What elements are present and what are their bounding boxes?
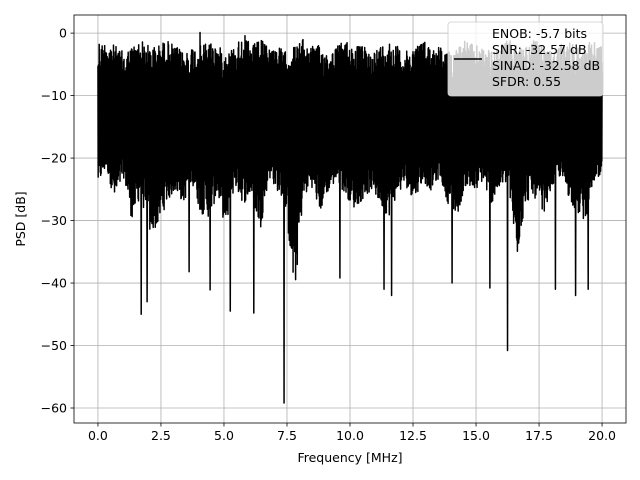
y-tick-label: 0 <box>59 26 67 41</box>
x-tick-label: 5.0 <box>214 428 234 443</box>
y-axis-label: PSD [dB] <box>13 191 28 246</box>
x-tick-label: 20.0 <box>588 428 616 443</box>
y-tick-label: −40 <box>41 276 67 291</box>
x-tick-label: 2.5 <box>151 428 171 443</box>
y-tick-label: −60 <box>41 401 67 416</box>
x-tick-label: 12.5 <box>399 428 427 443</box>
y-tick-label: −10 <box>41 88 67 103</box>
legend-box <box>447 21 604 97</box>
x-axis: 0.0 2.5 5.0 7.5 10.0 12.5 15.0 17.5 20.0 <box>88 423 616 443</box>
y-tick-label: −50 <box>41 338 67 353</box>
x-tick-label: 10.0 <box>336 428 364 443</box>
x-tick-label: 7.5 <box>277 428 297 443</box>
legend-entry-enob: ENOB: -5.7 bits <box>492 26 587 41</box>
y-tick-label: −30 <box>41 213 67 228</box>
y-tick-label: −20 <box>41 151 67 166</box>
x-axis-label: Frequency [MHz] <box>297 450 402 465</box>
legend: ENOB: -5.7 bits SNR: -32.57 dB SINAD: -3… <box>447 21 604 97</box>
legend-entry-sinad: SINAD: -32.58 dB <box>492 58 600 73</box>
x-tick-label: 15.0 <box>462 428 490 443</box>
legend-entry-sfdr: SFDR: 0.55 <box>492 74 561 89</box>
x-tick-label: 17.5 <box>525 428 553 443</box>
x-tick-label: 0.0 <box>88 428 108 443</box>
legend-entry-snr: SNR: -32.57 dB <box>492 42 587 57</box>
y-axis: 0 −10 −20 −30 −40 −50 −60 <box>41 26 74 416</box>
